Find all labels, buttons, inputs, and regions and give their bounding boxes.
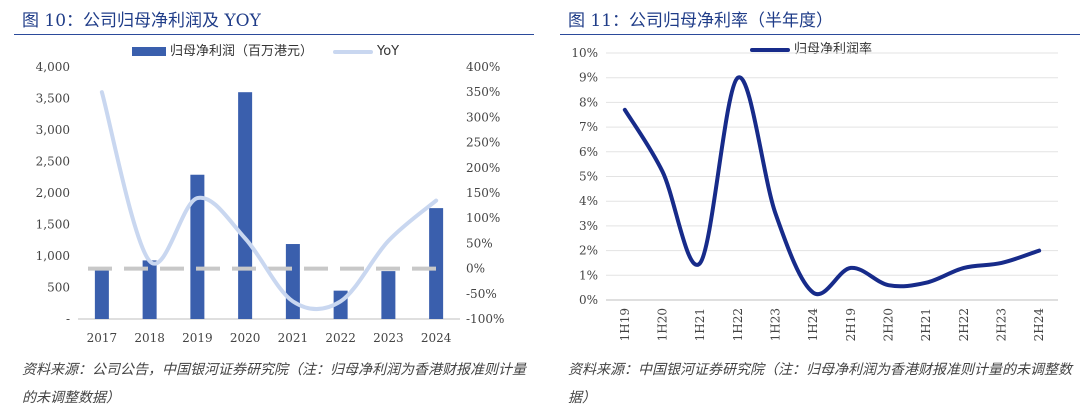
x-tick-label: 1H19 [618, 308, 632, 341]
profit-bar [94, 267, 109, 319]
right-chart-panel: 图 11：公司归母净利率（半年度） 归母净利润率 0% 1% 2% 3% 4% 5% 6% 7… [560, 0, 1080, 410]
legend-line-swatch [333, 49, 374, 54]
profit-bar [190, 174, 205, 319]
y-tick-label: 3% [579, 219, 598, 233]
x-tick-label: 2020 [230, 331, 261, 345]
x-tick-label: 2H23 [995, 308, 1009, 341]
y2-tick-label: 0% [466, 262, 485, 276]
x-tick-label: 1H24 [806, 308, 820, 342]
y-tick-label: 3,500 [36, 92, 70, 106]
left-title-rule [14, 34, 534, 35]
x-tick-label: 2021 [278, 331, 309, 345]
profit-bar [285, 244, 300, 319]
x-tick-label: 2H24 [1032, 308, 1046, 342]
left-chart-panel: 图 10：公司归母净利润及 YOY 归母净利润（百万港元） YoY - 500 1,0… [0, 0, 534, 410]
legend-line-label: YoY [377, 44, 400, 59]
net-margin-chart: 0% 1% 2% 3% 4% 5% 6% 7% 8% 9% 10% 1H19 1H20 1H21 1H22 1… [571, 46, 1058, 342]
profit-yoy-chart: - 500 1,000 1,500 2,000 2,500 3,000 3,500 4,000 -… [36, 60, 505, 345]
y-tick-label: 7% [579, 120, 598, 134]
x-tick-label: 2022 [325, 331, 356, 345]
x-tick-label: 2018 [134, 331, 165, 345]
left-legend: 归母净利润（百万港元） YoY [132, 40, 399, 59]
y-tick-label: 500 [47, 281, 70, 295]
y2-tick-label: 250% [466, 136, 500, 150]
y-tick-label: 2% [579, 244, 598, 258]
profit-bar [238, 92, 253, 319]
x-tick-label: 2H19 [844, 308, 858, 341]
legend-margin-swatch [750, 47, 790, 52]
x-tick-label: 2H20 [882, 308, 896, 341]
y-tick-label: 1,000 [36, 249, 70, 263]
y2-tick-label: 400% [466, 60, 500, 74]
y-tick-label: 2,000 [36, 186, 70, 200]
profit-bar [429, 208, 444, 319]
y-tick-label: 9% [579, 71, 598, 85]
y2-tick-label: 350% [466, 85, 500, 99]
y-tick-label: 8% [579, 95, 598, 109]
y-tick-label: - [66, 312, 70, 326]
x-tick-label: 2017 [87, 331, 118, 345]
right-chart-title: 图 11：公司归母净利率（半年度） [568, 11, 834, 31]
x-tick-label: 2023 [373, 331, 404, 345]
y-tick-label: 4,000 [36, 60, 70, 74]
y-tick-label: 10% [571, 46, 598, 60]
net-margin-line [622, 75, 1042, 297]
y-tick-label: 1,500 [36, 218, 70, 232]
y-tick-label: 4% [579, 194, 598, 208]
x-tick-label: 2H21 [919, 308, 933, 341]
x-tick-label: 2H22 [957, 308, 971, 341]
y-tick-label: 0% [579, 293, 598, 307]
y2-tick-label: 300% [466, 110, 500, 124]
profit-bar [142, 260, 157, 319]
x-tick-label: 1H20 [656, 308, 670, 341]
y2-tick-label: 100% [466, 211, 500, 225]
y-tick-label: 1% [579, 268, 598, 282]
y2-tick-label: -50% [466, 287, 497, 301]
legend-bar-swatch [132, 47, 166, 56]
x-tick-label: 1H21 [693, 308, 707, 341]
right-title-rule [560, 34, 1080, 35]
y-tick-label: 3,000 [36, 123, 70, 137]
legend-bar-label: 归母净利润（百万港元） [170, 44, 314, 59]
x-tick-label: 1H22 [731, 308, 745, 341]
y2-tick-label: 150% [466, 186, 500, 200]
y2-tick-label: -100% [466, 312, 504, 326]
right-source-note: 资料来源：中国银河证券研究院（注：归母净利润为香港财报准则计量的未调整数据） [568, 362, 1072, 406]
left-source-note: 资料来源：公司公告，中国银河证券研究院（注：归母净利润为香港财报准则计量的未调整… [22, 362, 526, 406]
x-tick-label: 2024 [421, 331, 452, 345]
y-tick-label: 2,500 [36, 155, 70, 169]
y-tick-label: 5% [579, 170, 598, 184]
x-tick-label: 2019 [182, 331, 213, 345]
x-tick-label: 1H23 [769, 308, 783, 341]
left-chart-title: 图 10：公司归母净利润及 YOY [22, 11, 261, 31]
y-tick-label: 6% [579, 145, 598, 159]
profit-bar [381, 271, 396, 319]
yoy-line [99, 90, 439, 312]
y2-tick-label: 200% [466, 161, 500, 175]
y2-tick-label: 50% [466, 236, 493, 250]
